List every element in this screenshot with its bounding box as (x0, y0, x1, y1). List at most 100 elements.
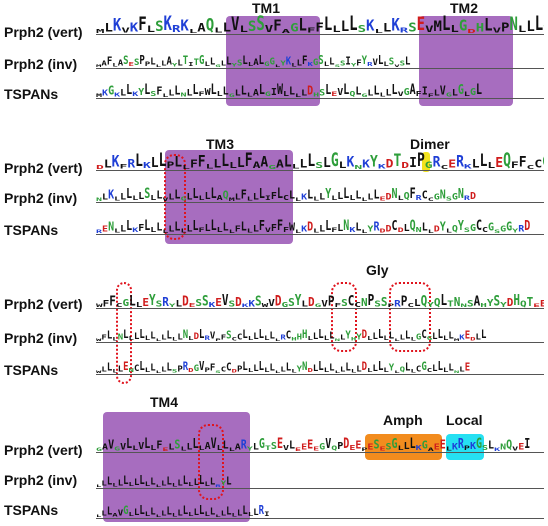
logo-residue: Y (388, 363, 395, 374)
logo-residue: L (171, 337, 178, 342)
logo-residue: R (463, 195, 470, 202)
baseline (96, 488, 544, 489)
logo-residue: C (226, 362, 232, 374)
logo-residue: L (405, 56, 411, 68)
logo-residue: L (126, 83, 133, 98)
logo-residue: G (264, 91, 271, 98)
logo-residue: R (258, 504, 265, 518)
logo-residue: L (239, 25, 248, 34)
logo-residue: A (166, 56, 172, 68)
highlight-circle (116, 282, 132, 384)
logo-residue: P (400, 293, 408, 308)
logo-residue: I (188, 62, 194, 68)
logo-residue: K (208, 300, 216, 308)
logo-residue: G (391, 437, 398, 452)
logo-residue: F (240, 188, 247, 202)
logo-residue: I (264, 511, 270, 518)
logo-residue: L (150, 226, 157, 234)
logo-panel-1: TM1 TM2 Prph2 (vert) Prph2 (inv) TSPANs … (0, 0, 548, 110)
highlight-circle (164, 154, 186, 240)
logo-residue: L (307, 151, 316, 170)
logo-residue: F (109, 293, 116, 308)
logo-residue: L (192, 219, 199, 234)
logo-residue: L (222, 85, 229, 98)
logo-residue: F (276, 218, 283, 234)
baseline (96, 374, 544, 375)
logo-residue: G (421, 361, 427, 374)
logo-residue: G (123, 505, 129, 518)
logo-residue: L (168, 89, 175, 98)
logo-residue: G (469, 223, 476, 234)
logo-residue: R (432, 154, 441, 170)
logo-residue: L (405, 362, 411, 374)
logo-residue: H (480, 302, 487, 309)
logo-residue: G (488, 221, 495, 234)
logo-residue: N (509, 14, 518, 34)
logo-residue: K (241, 303, 249, 308)
logo-residue: W (204, 87, 211, 98)
logo-residue: K (180, 17, 189, 34)
logo-residue: L (323, 335, 330, 342)
logo-residue: L (246, 228, 253, 234)
logo-residue: V (121, 26, 130, 34)
logo-residue: V (492, 26, 501, 34)
logo-residue: L (274, 370, 281, 374)
logo-residue: L (289, 189, 296, 202)
logo-residue: E (416, 14, 426, 34)
logo-residue: L (192, 83, 199, 98)
logo-residue: Y (439, 220, 446, 234)
logo-residue: L (319, 192, 326, 202)
logo-residue: L (391, 83, 398, 98)
logo-residue: L (319, 224, 326, 234)
logo-residue: L (409, 436, 416, 452)
logo-residue: L (299, 157, 308, 170)
logo-residue: L (285, 362, 292, 374)
logo-residue: S (339, 60, 346, 68)
logo-residue: S (228, 299, 236, 308)
logo-residue: L (216, 444, 223, 452)
logo-residue: E (448, 158, 457, 170)
logo-residue: V (138, 441, 145, 452)
logo-residue: S (247, 19, 257, 34)
logo-residue: L (377, 328, 384, 342)
logo-residue: L (488, 439, 495, 452)
logo-residue: E (355, 439, 362, 452)
logo-residue: L (166, 506, 172, 518)
logo-residue: L (139, 328, 145, 342)
logo-residue: L (161, 366, 167, 374)
logo-residue: S (463, 227, 470, 234)
logo-residue: L (367, 89, 374, 98)
logo-residue: K (415, 444, 422, 452)
tm2-label: TM2 (450, 0, 478, 16)
logo-residue: S (482, 444, 489, 452)
logo-residue: L (126, 219, 133, 234)
logo-residue: S (123, 55, 129, 68)
logo-residue: Y (171, 63, 178, 68)
logo-residue: S (408, 20, 417, 34)
logo-residue: L (355, 189, 362, 202)
logo-residue: L (209, 477, 216, 488)
logo-residue: L (258, 54, 265, 68)
logo-residue: L (312, 332, 319, 342)
logo-residue: S (236, 59, 243, 68)
logo-residue: L (246, 92, 253, 98)
logo-residue: L (325, 83, 332, 98)
logo-residue: V (210, 436, 217, 452)
logo-residue: F (244, 150, 253, 170)
logo-residue: D (379, 228, 386, 234)
logo-residue: L (397, 445, 404, 452)
logo-residue: N (460, 303, 467, 308)
logo-residue: L (222, 439, 229, 452)
logo-residue: L (112, 63, 118, 68)
logo-residue: G (193, 364, 200, 374)
logo-residue: L (101, 510, 107, 518)
row-label-tspans: TSPANs (4, 222, 59, 238)
logo-residue: L (214, 26, 223, 34)
logo-residue: L (139, 474, 145, 488)
logo-residue: L (150, 507, 156, 518)
logo-residue: V (337, 87, 344, 98)
logo-residue: Y (361, 55, 368, 68)
logo-residue: E (464, 362, 471, 374)
local-region (446, 434, 484, 460)
logo-residue: L (144, 218, 151, 234)
